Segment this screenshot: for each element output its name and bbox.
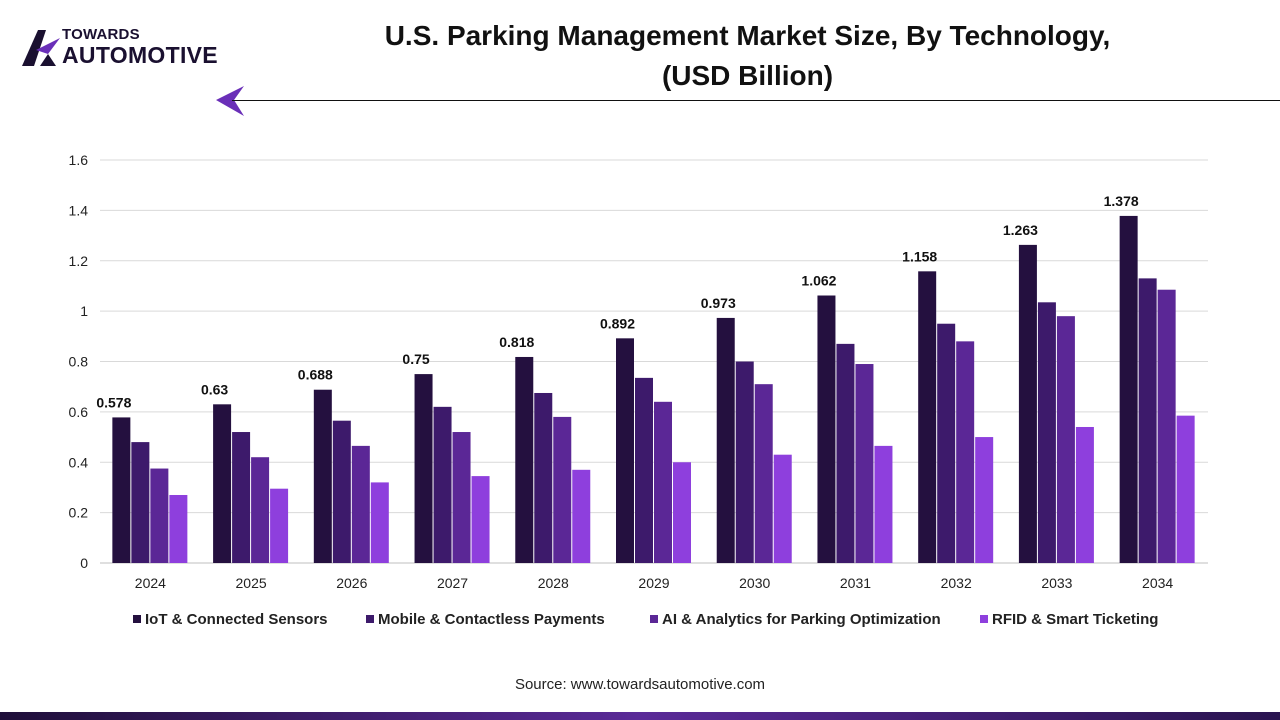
bar: [534, 392, 553, 563]
data-label: 1.378: [1104, 193, 1139, 209]
bar: [635, 377, 653, 563]
data-label: 0.973: [701, 295, 736, 311]
brand-name-line2: AUTOMOTIVE: [62, 42, 218, 68]
bar: [1119, 215, 1138, 563]
bar: [1176, 415, 1195, 563]
bar: [414, 374, 433, 563]
data-label: 1.062: [801, 273, 836, 289]
footer-accent-bar: [0, 712, 1280, 720]
title-line2: (USD Billion): [661, 60, 834, 91]
bar: [213, 404, 232, 563]
bar: [515, 356, 534, 563]
x-tick-label: 2029: [638, 575, 669, 591]
bar: [270, 488, 289, 563]
bar: [1157, 289, 1176, 563]
bar: [956, 341, 975, 563]
bar: [918, 271, 937, 563]
y-tick-label: 1.6: [69, 152, 89, 168]
bar: [1056, 316, 1075, 563]
bar: [773, 454, 792, 563]
page-title: U.S. Parking Management Market Size, By …: [280, 16, 1215, 96]
bar: [754, 384, 773, 563]
bar: [370, 482, 389, 563]
legend-label: AI & Analytics for Parking Optimization: [662, 611, 941, 628]
data-label: 0.63: [201, 381, 228, 397]
x-tick-label: 2031: [840, 575, 871, 591]
logo-mark-icon: [22, 30, 60, 66]
data-label: 1.263: [1003, 222, 1038, 238]
chart-legend: IoT & Connected Sensors Mobile & Contactl…: [133, 611, 1158, 628]
title-line1: U.S. Parking Management Market Size, By …: [384, 20, 1111, 51]
bar: [616, 338, 634, 563]
bar: [332, 420, 351, 563]
x-tick-label: 2028: [538, 575, 569, 591]
x-tick-label: 2033: [1041, 575, 1072, 591]
y-tick-label: 1.2: [69, 253, 89, 269]
x-tick-label: 2032: [941, 575, 972, 591]
legend-label: RFID & Smart Ticketing: [992, 611, 1158, 628]
x-tick-label: 2025: [236, 575, 267, 591]
bar: [351, 445, 370, 563]
x-tick-label: 2030: [739, 575, 770, 591]
bar: [471, 476, 490, 563]
bar: [817, 295, 836, 563]
bar: [937, 323, 956, 563]
y-tick-label: 0.4: [69, 454, 89, 470]
bar: [836, 343, 855, 563]
bar: [232, 432, 251, 563]
brand-name-line1: TOWARDS: [62, 26, 140, 43]
legend-swatch: [133, 615, 141, 623]
bar: [1037, 302, 1056, 563]
bar: [1018, 244, 1037, 563]
y-tick-label: 0.2: [69, 505, 89, 521]
bar: [112, 417, 131, 563]
bars-layer: [112, 215, 1195, 563]
bar: [553, 416, 572, 563]
brand-logo: TOWARDS AUTOMOTIVE: [18, 26, 228, 72]
bar: [572, 469, 591, 563]
bar: [654, 401, 672, 563]
data-label: 0.818: [499, 334, 534, 350]
legend-swatch: [366, 615, 374, 623]
bar: [150, 468, 169, 563]
y-tick-label: 0.6: [69, 404, 89, 420]
legend-label: Mobile & Contactless Payments: [378, 611, 605, 628]
bar: [716, 317, 735, 563]
bar: [874, 445, 893, 563]
bar: [251, 457, 270, 563]
bar: [313, 389, 332, 563]
y-tick-label: 1.4: [69, 202, 89, 218]
title-divider: [232, 100, 1280, 101]
axis-layer: 0 0.2 0.4 0.6 0.8 1 1.2 1.4 1.6 2024 2025 2026 2027 2…: [69, 152, 1174, 591]
y-tick-label: 1: [80, 303, 88, 319]
bar-chart: 0.578 0.63 0.688 0.75 0.818 0.892 0.973 1.062 1.…: [69, 152, 1208, 628]
arrow-left-icon: [216, 86, 244, 116]
x-tick-label: 2034: [1142, 575, 1173, 591]
data-label: 0.75: [402, 351, 429, 367]
bar: [452, 432, 471, 563]
bar: [735, 361, 754, 563]
x-tick-label: 2024: [135, 575, 166, 591]
bar: [975, 437, 994, 563]
x-tick-label: 2027: [437, 575, 468, 591]
bar: [1075, 426, 1094, 563]
bar: [673, 462, 691, 563]
labels-layer: 0.578 0.63 0.688 0.75 0.818 0.892 0.973 1.062 1.…: [96, 193, 1139, 411]
y-tick-label: 0: [80, 555, 88, 571]
x-tick-label: 2026: [336, 575, 367, 591]
data-label: 0.578: [96, 394, 131, 410]
legend-label: IoT & Connected Sensors: [145, 611, 328, 628]
bar: [1138, 278, 1157, 563]
legend-swatch: [980, 615, 988, 623]
data-label: 1.158: [902, 248, 937, 264]
data-label: 0.892: [600, 315, 635, 331]
bar: [855, 364, 874, 563]
bar: [433, 406, 452, 563]
y-tick-label: 0.8: [69, 354, 89, 370]
source-note: Source: www.towardsautomotive.com: [514, 676, 766, 693]
bar: [169, 494, 188, 563]
legend-swatch: [650, 615, 658, 623]
data-label: 0.688: [298, 367, 333, 383]
bar: [131, 442, 150, 563]
